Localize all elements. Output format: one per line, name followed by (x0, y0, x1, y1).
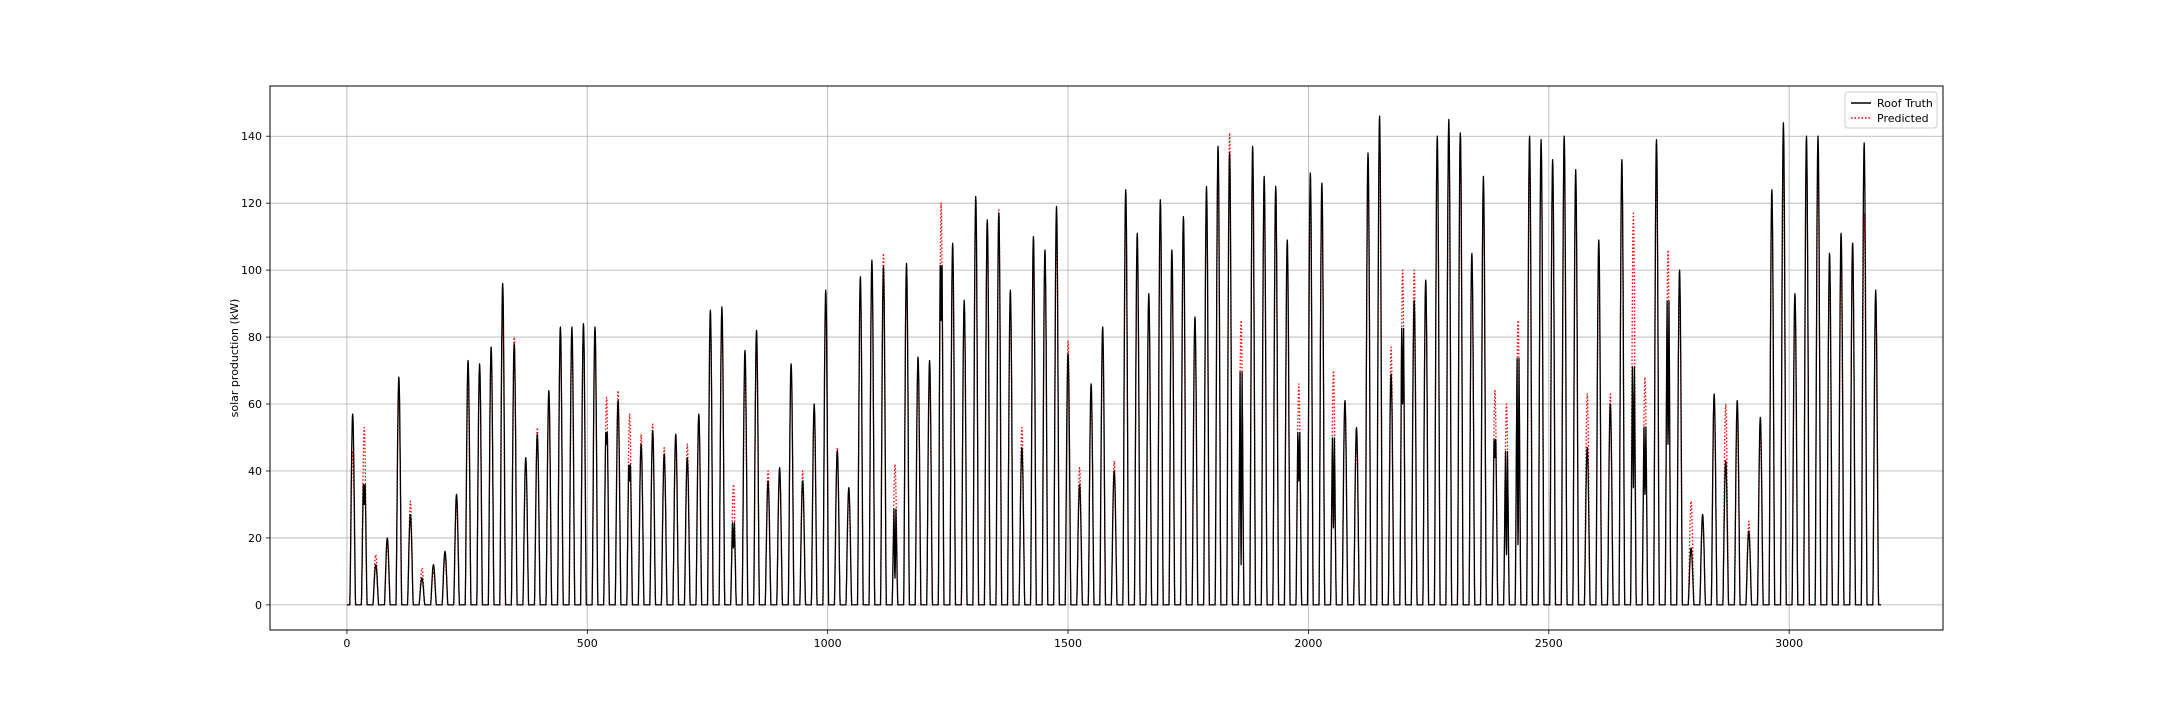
plot-frame (269, 85, 1944, 631)
y-tick-label: 80 (248, 331, 262, 344)
x-tick-label: 2000 (1294, 637, 1322, 650)
roof-truth-line (346, 115, 1882, 606)
y-axis-label: solar production (kW) (228, 299, 241, 418)
x-tick-label: 2500 (1535, 637, 1563, 650)
x-tick-label: 1000 (814, 637, 842, 650)
y-tick-label: 120 (241, 197, 262, 210)
legend-label-predicted: Predicted (1877, 112, 1929, 125)
y-tick-label: 140 (241, 130, 262, 143)
y-tick-label: 100 (241, 264, 262, 277)
x-tick-label: 0 (343, 637, 350, 650)
x-tick-label: 3000 (1775, 637, 1803, 650)
predicted-line (346, 125, 1882, 606)
x-tick-label: 1500 (1054, 637, 1082, 650)
roof-truth-series (346, 115, 1882, 606)
y-tick-label: 0 (255, 599, 262, 612)
x-tick-label: 500 (577, 637, 598, 650)
y-tick-label: 20 (248, 532, 262, 545)
predicted-series (346, 125, 1882, 606)
axes: 0 500 1000 1500 2000 2500 3000 0 20 40 60 80 100 120 1… (241, 130, 1803, 650)
legend-label-roof-truth: Roof Truth (1877, 97, 1933, 110)
legend: Roof Truth Predicted (1844, 91, 1938, 129)
y-tick-label: 40 (248, 465, 262, 478)
legend-box (1844, 91, 1938, 129)
y-tick-label: 60 (248, 398, 262, 411)
